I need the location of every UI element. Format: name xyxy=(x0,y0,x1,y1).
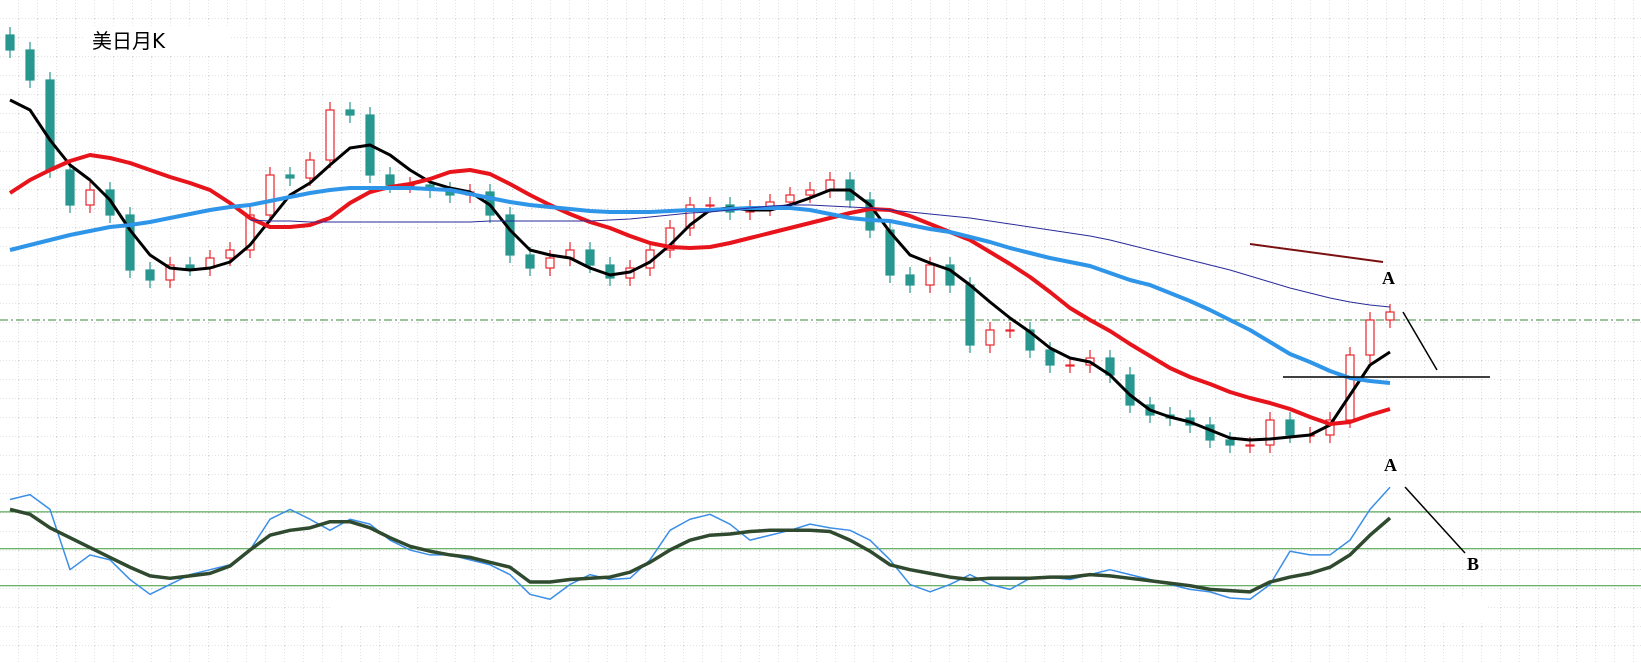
candle-body xyxy=(1245,444,1255,447)
candle-body xyxy=(1025,329,1035,351)
indicator-line xyxy=(9,186,1391,385)
candle-body xyxy=(1385,311,1395,321)
candle-body xyxy=(1225,439,1235,446)
chart-title: 美日月K xyxy=(92,29,166,53)
candle-body xyxy=(945,264,955,286)
blank-box xyxy=(330,597,416,625)
projection-line xyxy=(1402,311,1438,371)
candle-body xyxy=(5,34,15,51)
candle-body xyxy=(125,214,135,271)
oscillator-panel xyxy=(0,486,1641,600)
annotation: A xyxy=(1384,455,1397,475)
candle-body xyxy=(705,204,715,207)
candle-body xyxy=(1365,319,1375,356)
candle-body xyxy=(865,199,875,231)
annotation: A xyxy=(1382,268,1395,288)
trend-line xyxy=(1249,243,1384,263)
indicator-line xyxy=(8,153,1391,426)
candle-body xyxy=(1345,354,1355,421)
candle-body xyxy=(805,189,815,196)
candle-body xyxy=(325,109,335,161)
indicator-line xyxy=(9,98,1391,442)
candle-body xyxy=(305,159,315,179)
candle-body xyxy=(1265,419,1275,446)
candle-body xyxy=(965,284,975,346)
candle-body xyxy=(25,49,35,81)
title-box xyxy=(85,28,231,55)
candle-body xyxy=(905,274,915,286)
candle-body xyxy=(925,264,935,286)
candle-body xyxy=(345,109,355,116)
candle-body xyxy=(1125,374,1135,406)
candle-body xyxy=(605,264,615,279)
candle-body xyxy=(785,194,795,203)
candle-body xyxy=(1045,349,1055,366)
candle-body xyxy=(85,189,95,206)
indicator-line xyxy=(249,204,1391,308)
candle-body xyxy=(585,249,595,266)
candle-body xyxy=(985,329,995,346)
candle-body xyxy=(525,254,535,269)
candle-body xyxy=(1005,329,1015,332)
candle-body xyxy=(545,257,555,269)
candle-body xyxy=(265,174,275,216)
candle-body xyxy=(685,204,695,229)
projection-line xyxy=(1404,486,1466,554)
candle-body xyxy=(225,249,235,259)
candle-body xyxy=(145,269,155,281)
candle-body xyxy=(1065,364,1075,367)
candle-body xyxy=(45,79,55,171)
candle-body xyxy=(285,174,295,179)
candle-body xyxy=(1285,419,1295,436)
candle-body xyxy=(165,264,175,281)
candle-body xyxy=(65,169,75,206)
candle-body xyxy=(185,264,195,269)
candle-body xyxy=(245,214,255,251)
annotation: B xyxy=(1467,554,1479,574)
candle-body xyxy=(385,174,395,186)
price-panel xyxy=(5,27,1395,453)
blank-box xyxy=(1425,597,1487,621)
indicator-line xyxy=(9,507,1392,594)
